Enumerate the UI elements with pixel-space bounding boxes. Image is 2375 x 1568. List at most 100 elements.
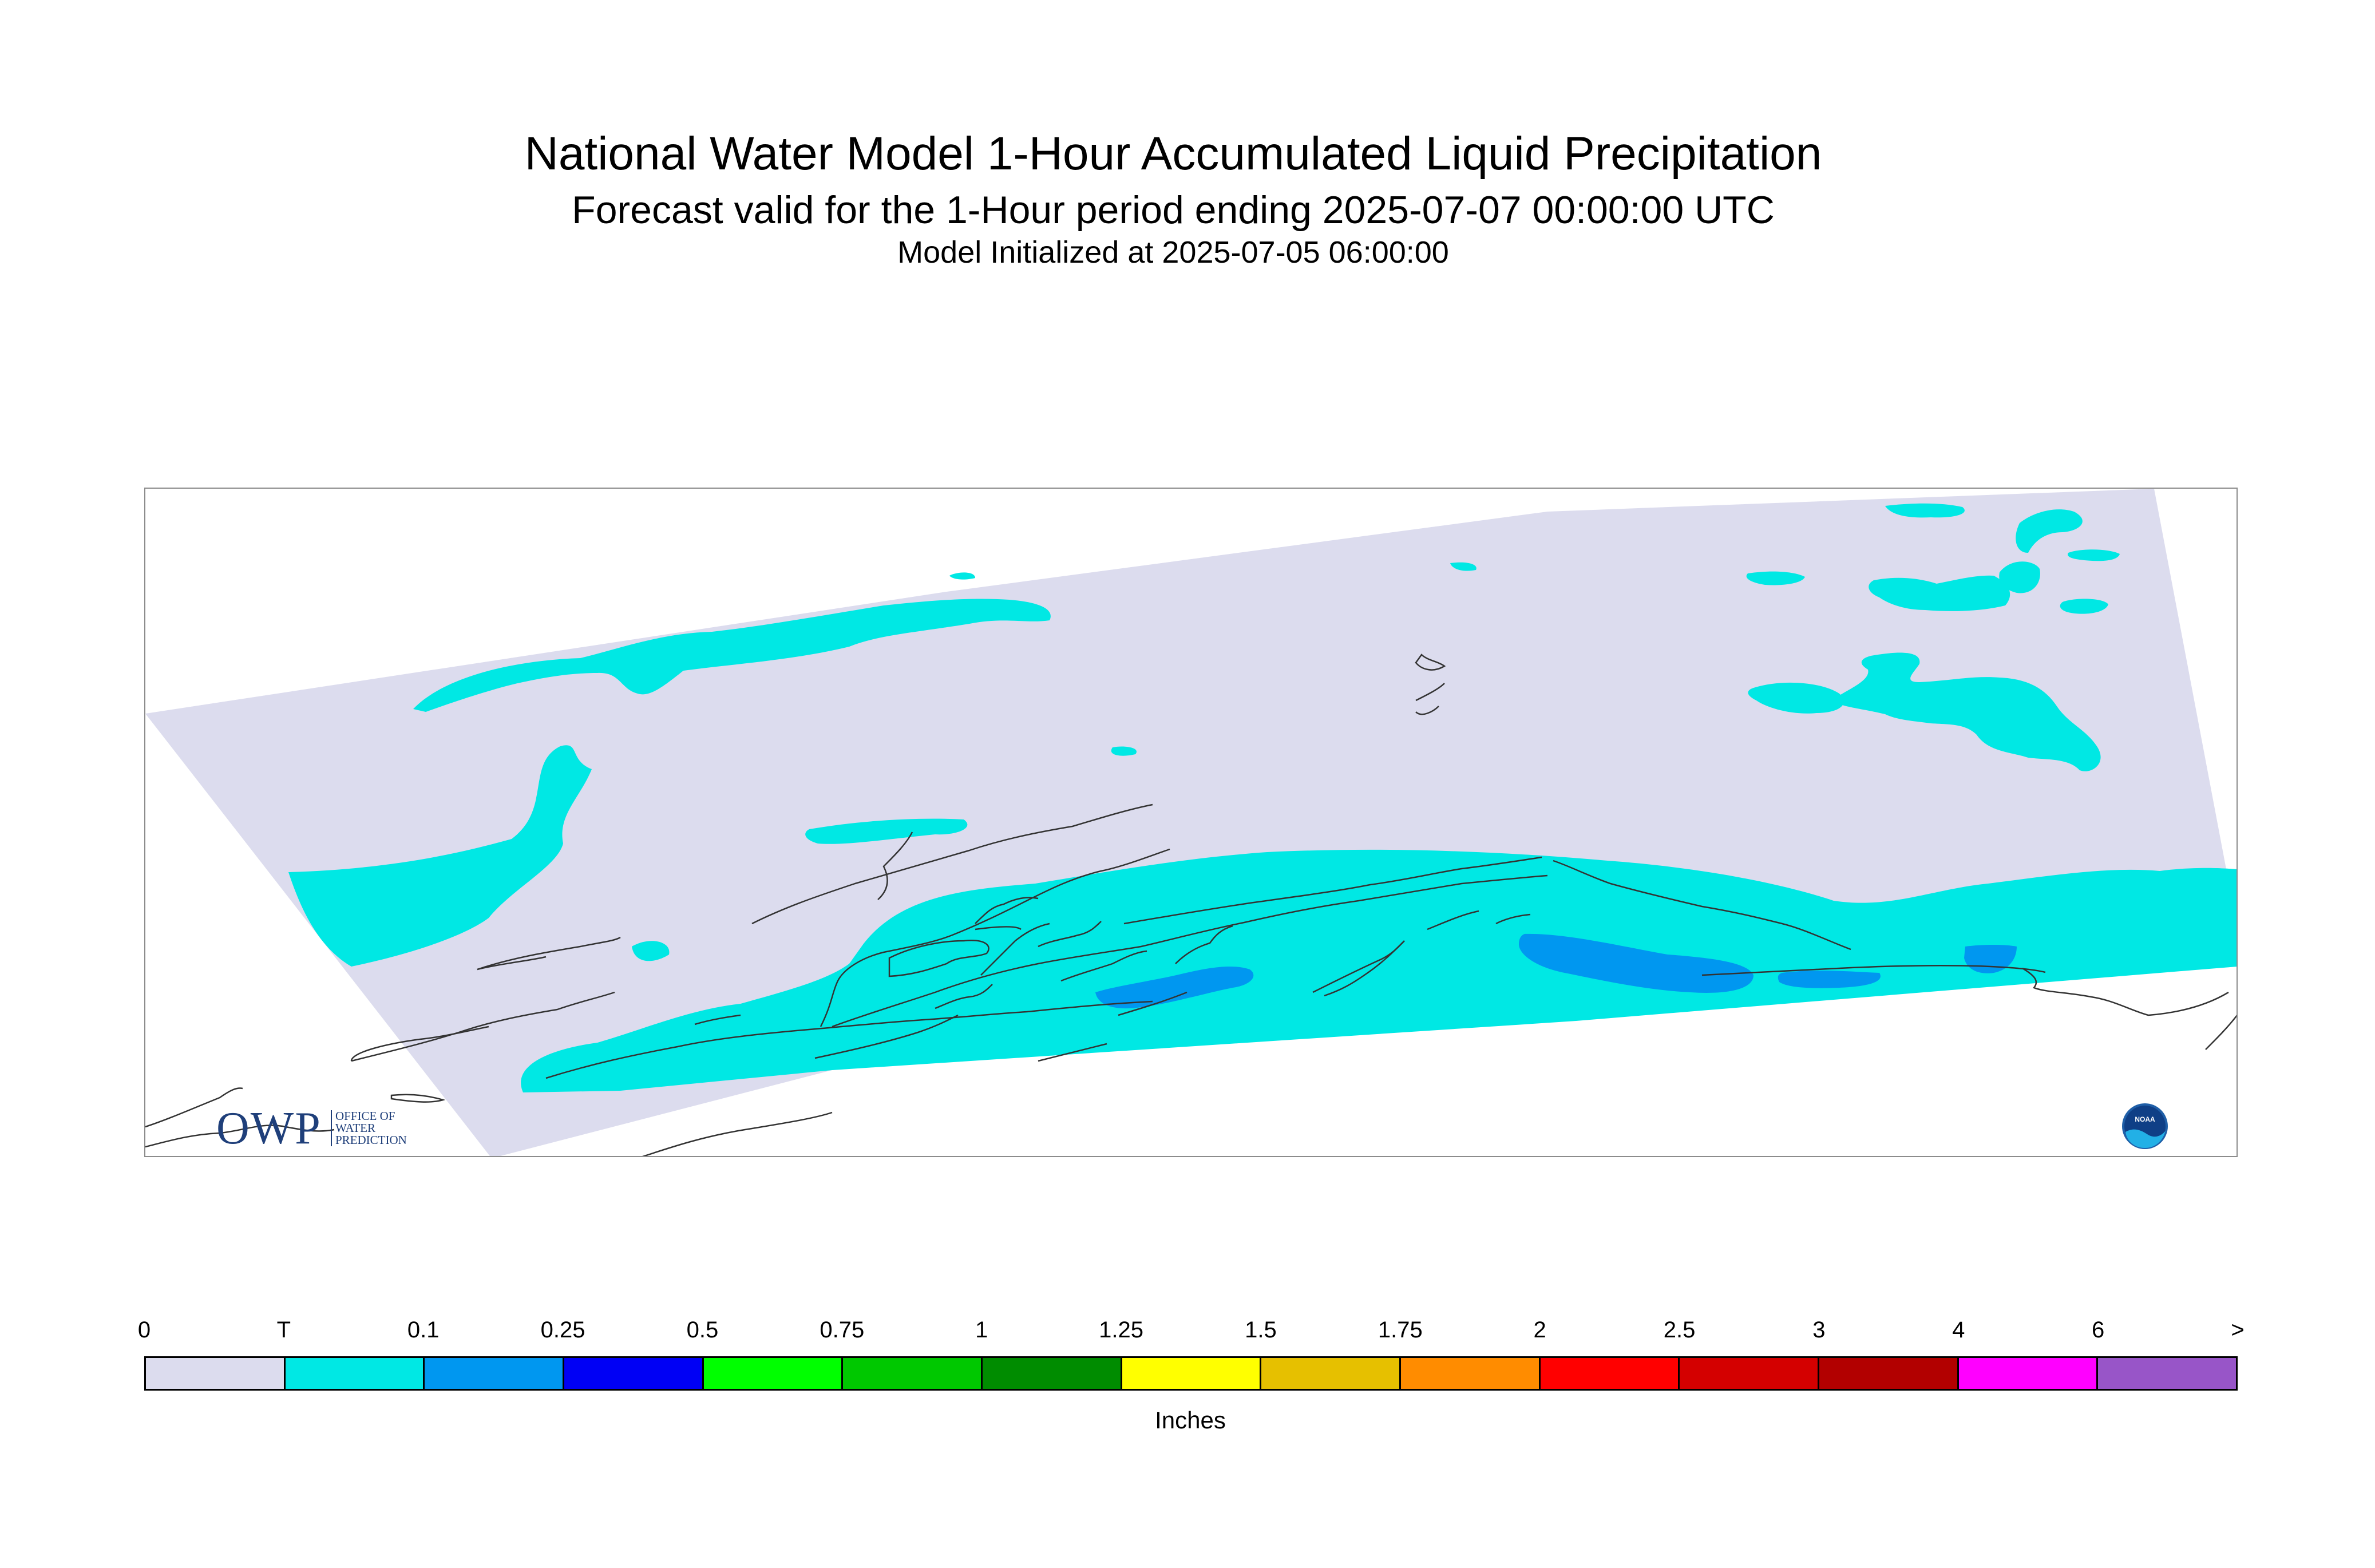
model-initialized-label: Model Initialized at 2025-07-05 06:00:00 [897,235,1449,270]
legend-tick-label: 0.1 [407,1317,440,1343]
legend-tick-label: 2.5 [1663,1317,1696,1343]
precipitation-map [145,489,2237,1156]
coastline [694,1014,741,1025]
legend-swatch [146,1358,286,1389]
legend-color-bar [144,1356,2238,1391]
coastline [1415,683,1445,702]
legend-tick-label: 1.75 [1378,1317,1423,1343]
precip-area [2016,509,2083,553]
coastline [975,926,1022,930]
coastline [2022,967,2229,1016]
legend-tick-label: 0.5 [686,1317,719,1343]
coastline [1415,654,1446,671]
precip-area [1450,562,1477,571]
legend-swatch [1958,1358,2099,1389]
precip-area [1778,970,1881,988]
legend-tick-label: 3 [1812,1317,1826,1343]
coastline [477,956,547,971]
legend-tick-label: 0 [137,1317,151,1343]
precip-area [1095,966,1254,1009]
map-panel: OWP OFFICE OF WATER PREDICTION NOAA [144,488,2238,1157]
legend-swatch [2098,1358,2237,1389]
precip-area [1834,652,2101,771]
coastline [751,803,1153,925]
coastline [1175,925,1233,964]
legend-swatch [1680,1358,1820,1389]
coastline [832,874,1548,1028]
owp-logo-line: WATER [335,1121,375,1135]
legend-swatch [285,1358,425,1389]
legend-swatch [1819,1358,1959,1389]
coastline [642,1111,833,1156]
precip-area [413,599,1051,712]
legend-tick-label: 6 [2092,1317,2105,1343]
coastline [2205,1015,2237,1050]
coastline [1495,913,1531,925]
legend-swatch [1122,1358,1262,1389]
coastlines [145,654,2237,1156]
coastline [350,1025,489,1062]
precip-area [1111,746,1137,756]
legend-tick-label: 1.25 [1099,1317,1143,1343]
forecast-valid-subtitle: Forecast valid for the 1-Hour period end… [572,188,1775,232]
coastline [1038,921,1102,948]
precip-area [805,818,968,844]
trace-precip-areas [288,503,2237,1092]
coastline [1118,991,1188,1016]
coastline [1701,964,2046,976]
coastline [888,940,989,977]
coastline [820,848,1170,1027]
legend-swatch [843,1358,983,1389]
coastline [935,984,993,1009]
legend-tick-label: 0.75 [820,1317,865,1343]
owp-logo-line: OFFICE OF [335,1109,395,1123]
coastline [145,1087,243,1128]
coastline [877,831,913,900]
owp-logo-subtext: OFFICE OF WATER PREDICTION [331,1110,438,1146]
coastline [1553,860,1851,951]
precip-area [521,849,2237,1092]
coastline [1415,706,1439,715]
owp-logo-line: PREDICTION [335,1133,407,1147]
coastline [1038,1043,1107,1062]
coastline [477,936,621,971]
noaa-logo-text: NOAA [2135,1115,2155,1123]
legend-tick-label: 4 [1952,1317,1965,1343]
coastline [975,897,1039,924]
precip-area [1869,575,2010,611]
legend-tick-label: 1.5 [1245,1317,1277,1343]
precip-area [2060,599,2108,614]
coastline [1427,910,1479,930]
legend-swatch [983,1358,1122,1389]
legend-swatch [1540,1358,1680,1389]
coastline [351,991,615,1062]
legend-swatch [1261,1358,1402,1389]
precip-area [632,941,670,961]
legend-tick-label: 0.25 [540,1317,585,1343]
legend-swatch [425,1358,565,1389]
coastline [1123,856,1542,925]
precip-area [2067,549,2120,561]
coastline [980,922,1050,976]
coastline [545,1000,1153,1079]
precip-area [1519,933,1753,993]
precip-area [1999,561,2040,593]
precip-area [1746,571,1805,585]
owp-logo-mark: OWP [216,1103,322,1154]
precip-area [1885,503,1965,518]
noaa-logo: NOAA [2122,1103,2168,1149]
precip-area [1748,682,1844,714]
coastline [1060,950,1147,982]
coastline [814,1014,959,1059]
precip-area [288,745,592,967]
precipitation-legend: 0 T 0.1 0.25 0.5 0.75 1 1.25 1.5 1.75 2 2.5 3 4 6 > [138,1299,2245,1396]
legend-swatch [1401,1358,1541,1389]
map-title: National Water Model 1-Hour Accumulated … [524,128,1822,180]
legend-swatch [564,1358,704,1389]
legend-tick-label: 1 [975,1317,988,1343]
coastline [1324,940,1405,997]
legend-swatch [703,1358,844,1389]
coastline [145,1124,335,1148]
legend-tick-label: T [276,1317,291,1343]
legend-units-label: Inches [1155,1407,1226,1434]
